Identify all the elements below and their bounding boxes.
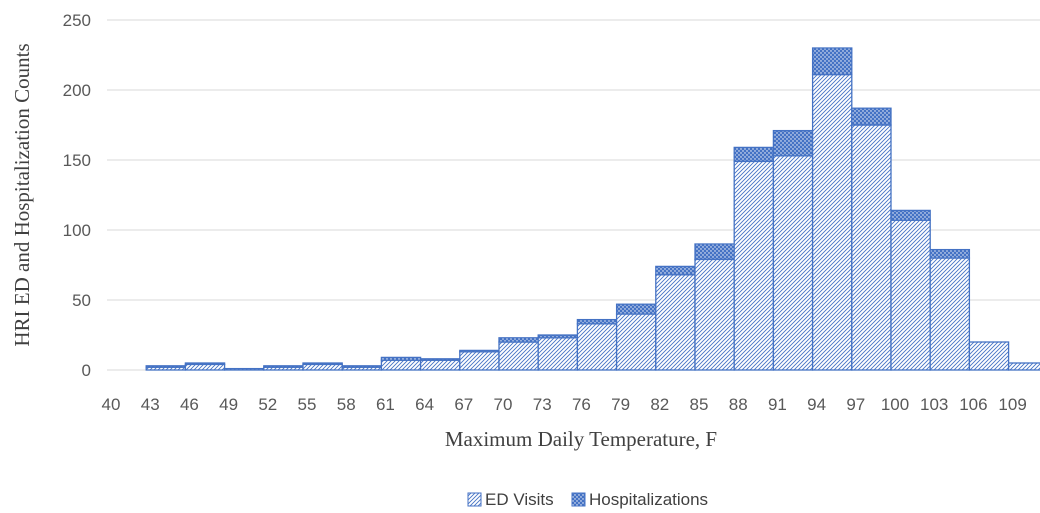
bar-ed-visits bbox=[302, 363, 343, 371]
x-tick-label: 88 bbox=[729, 395, 748, 414]
bar-hospitalizations bbox=[145, 365, 187, 368]
x-tick-label: 82 bbox=[650, 395, 669, 414]
bar-ed-visits bbox=[498, 341, 539, 371]
bar-hospitalizations bbox=[302, 362, 343, 366]
x-tick-label: 64 bbox=[415, 395, 434, 414]
bar-hospitalizations bbox=[811, 47, 853, 76]
x-tick-labels: 40 43 46 49 52 55 58 61 64 67 70 73 76 79 82 85 88 91 94 97… bbox=[102, 395, 1027, 414]
x-tick-label: 109 bbox=[998, 395, 1026, 414]
bar-ed-visits bbox=[1007, 362, 1040, 371]
bar-ed-visits bbox=[615, 313, 657, 371]
bar-ed-visits bbox=[380, 359, 422, 371]
x-axis-title: Maximum Daily Temperature, F bbox=[445, 427, 717, 451]
bar-hospitalizations bbox=[537, 334, 579, 339]
x-tick-label: 52 bbox=[258, 395, 277, 414]
legend-label-hospitalizations: Hospitalizations bbox=[589, 490, 708, 509]
bar-ed-visits bbox=[772, 155, 814, 371]
bar-hospitalizations bbox=[890, 209, 931, 221]
bar-ed-visits bbox=[419, 359, 461, 371]
x-tick-label: 85 bbox=[690, 395, 709, 414]
x-tick-label: 40 bbox=[102, 395, 121, 414]
y-tick-label: 50 bbox=[72, 291, 91, 310]
bar-ed-visits bbox=[655, 274, 696, 371]
bar-ed-visits bbox=[929, 257, 971, 371]
bar-ed-visits bbox=[733, 160, 775, 371]
x-tick-label: 94 bbox=[807, 395, 826, 414]
bar-hospitalizations bbox=[380, 356, 422, 361]
bar-ed-visits bbox=[184, 363, 226, 371]
x-tick-label: 76 bbox=[572, 395, 591, 414]
x-tick-label: 73 bbox=[533, 395, 552, 414]
y-tick-labels: 0 50 100 150 200 250 bbox=[63, 11, 91, 380]
bar-ed-visits bbox=[537, 337, 579, 371]
x-tick-label: 100 bbox=[881, 395, 909, 414]
bar-ed-visits bbox=[811, 73, 853, 371]
x-tick-label: 46 bbox=[180, 395, 199, 414]
bar-hospitalizations bbox=[184, 362, 226, 366]
legend-label-ed-visits: ED Visits bbox=[485, 490, 554, 509]
bar-hospitalizations bbox=[929, 248, 971, 259]
x-tick-label: 61 bbox=[376, 395, 395, 414]
y-tick-label: 100 bbox=[63, 221, 91, 240]
x-tick-label: 49 bbox=[219, 395, 238, 414]
x-tick-label: 70 bbox=[494, 395, 513, 414]
x-tick-label: 67 bbox=[454, 395, 473, 414]
x-tick-label: 79 bbox=[611, 395, 630, 414]
x-tick-label: 55 bbox=[298, 395, 317, 414]
x-tick-label: 58 bbox=[337, 395, 356, 414]
bar-ed-visits bbox=[890, 219, 931, 371]
bar-hospitalizations bbox=[772, 129, 814, 157]
bar-hospitalizations bbox=[341, 365, 383, 368]
legend: ED Visits Hospitalizations bbox=[467, 490, 708, 509]
bar-ed-visits bbox=[459, 351, 500, 371]
bar-hospitalizations bbox=[694, 243, 735, 261]
y-tick-label: 250 bbox=[63, 11, 91, 30]
bar-hospitalizations bbox=[576, 318, 618, 325]
bar-hospitalizations bbox=[498, 337, 539, 343]
y-axis-title: HRI ED and Hospitalization Counts bbox=[10, 43, 34, 346]
bar-ed-visits bbox=[694, 258, 735, 371]
x-tick-label: 91 bbox=[768, 395, 787, 414]
x-tick-label: 106 bbox=[959, 395, 987, 414]
y-tick-label: 0 bbox=[82, 361, 91, 380]
bar-ed-visits bbox=[223, 367, 265, 371]
bar-hospitalizations bbox=[655, 265, 696, 276]
bar-hospitalizations bbox=[851, 107, 892, 126]
bar-hospitalizations bbox=[263, 365, 304, 368]
x-tick-label: 103 bbox=[920, 395, 948, 414]
bar-ed-visits bbox=[851, 124, 892, 371]
y-tick-label: 200 bbox=[63, 81, 91, 100]
bar-ed-visits bbox=[968, 341, 1010, 371]
legend-swatch-ed-visits bbox=[467, 492, 482, 507]
y-tick-label: 150 bbox=[63, 151, 91, 170]
bar-hospitalizations bbox=[615, 303, 657, 315]
bar-hospitalizations bbox=[459, 349, 500, 353]
legend-swatch-hospitalizations bbox=[571, 492, 586, 507]
x-tick-label: 97 bbox=[846, 395, 865, 414]
x-tick-label: 43 bbox=[141, 395, 160, 414]
bars bbox=[145, 47, 1040, 371]
bar-ed-visits bbox=[576, 323, 618, 371]
bar-hospitalizations bbox=[733, 146, 775, 163]
bar-hospitalizations bbox=[419, 358, 461, 361]
